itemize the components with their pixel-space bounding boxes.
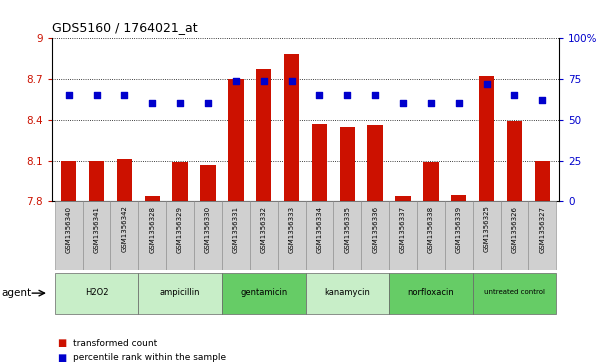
Bar xyxy=(479,76,494,201)
Text: ■: ■ xyxy=(58,338,70,348)
Bar xyxy=(529,201,556,270)
Text: kanamycin: kanamycin xyxy=(324,288,370,297)
Bar xyxy=(55,273,138,314)
Bar xyxy=(306,273,389,314)
Bar xyxy=(340,127,355,201)
Text: GSM1356332: GSM1356332 xyxy=(261,205,267,253)
Bar xyxy=(200,165,216,201)
Bar xyxy=(194,201,222,270)
Bar xyxy=(138,273,222,314)
Bar xyxy=(389,273,473,314)
Text: GSM1356325: GSM1356325 xyxy=(484,205,489,253)
Bar xyxy=(389,201,417,270)
Bar xyxy=(284,54,299,201)
Text: transformed count: transformed count xyxy=(73,339,158,347)
Text: untreated control: untreated control xyxy=(484,289,545,295)
Text: percentile rank within the sample: percentile rank within the sample xyxy=(73,353,227,362)
Bar xyxy=(423,162,439,201)
Text: GSM1356328: GSM1356328 xyxy=(149,205,155,253)
Text: agent: agent xyxy=(1,288,31,298)
Point xyxy=(287,78,296,83)
Bar xyxy=(172,162,188,201)
Point xyxy=(64,93,73,98)
Text: GSM1356338: GSM1356338 xyxy=(428,205,434,253)
Bar xyxy=(55,201,82,270)
Bar xyxy=(250,201,277,270)
Point xyxy=(203,101,213,106)
Point xyxy=(481,81,491,87)
Bar xyxy=(145,196,160,201)
Point xyxy=(92,93,101,98)
Bar xyxy=(111,201,138,270)
Text: GSM1356337: GSM1356337 xyxy=(400,205,406,253)
Bar xyxy=(361,201,389,270)
Bar xyxy=(256,69,271,201)
Text: H2O2: H2O2 xyxy=(85,288,108,297)
Text: GSM1356339: GSM1356339 xyxy=(456,205,462,253)
Point xyxy=(259,78,269,83)
Bar xyxy=(451,195,466,201)
Bar xyxy=(166,201,194,270)
Bar xyxy=(117,159,132,201)
Point xyxy=(315,93,324,98)
Bar xyxy=(473,273,556,314)
Bar xyxy=(61,161,76,201)
Bar xyxy=(395,196,411,201)
Text: ampicillin: ampicillin xyxy=(160,288,200,297)
Bar xyxy=(306,201,334,270)
Point xyxy=(370,93,380,98)
Text: GSM1356335: GSM1356335 xyxy=(344,205,350,253)
Text: GSM1356330: GSM1356330 xyxy=(205,205,211,253)
Text: GSM1356341: GSM1356341 xyxy=(93,205,100,253)
Point xyxy=(147,101,157,106)
Bar xyxy=(312,124,327,201)
Bar xyxy=(277,201,306,270)
Bar xyxy=(445,201,473,270)
Text: GSM1356334: GSM1356334 xyxy=(316,205,323,253)
Bar xyxy=(500,201,529,270)
Text: ■: ■ xyxy=(58,352,70,363)
Bar xyxy=(138,201,166,270)
Bar xyxy=(367,125,383,201)
Point xyxy=(231,78,241,83)
Point xyxy=(454,101,464,106)
Text: GSM1356333: GSM1356333 xyxy=(288,205,295,253)
Bar xyxy=(507,121,522,201)
Text: GSM1356342: GSM1356342 xyxy=(122,205,127,253)
Text: GSM1356327: GSM1356327 xyxy=(540,205,546,253)
Text: norfloxacin: norfloxacin xyxy=(408,288,454,297)
Text: GSM1356331: GSM1356331 xyxy=(233,205,239,253)
Bar xyxy=(89,161,104,201)
Point xyxy=(175,101,185,106)
Bar xyxy=(334,201,361,270)
Bar xyxy=(417,201,445,270)
Point xyxy=(120,93,130,98)
Point xyxy=(342,93,352,98)
Text: GDS5160 / 1764021_at: GDS5160 / 1764021_at xyxy=(52,21,197,34)
Point xyxy=(426,101,436,106)
Text: GSM1356329: GSM1356329 xyxy=(177,205,183,253)
Point xyxy=(538,97,547,103)
Text: GSM1356340: GSM1356340 xyxy=(65,205,71,253)
Bar xyxy=(222,273,306,314)
Point xyxy=(398,101,408,106)
Text: GSM1356336: GSM1356336 xyxy=(372,205,378,253)
Point xyxy=(510,93,519,98)
Bar xyxy=(222,201,250,270)
Bar xyxy=(535,161,550,201)
Text: gentamicin: gentamicin xyxy=(240,288,287,297)
Bar xyxy=(473,201,500,270)
Bar xyxy=(228,79,244,201)
Bar xyxy=(82,201,111,270)
Text: GSM1356326: GSM1356326 xyxy=(511,205,518,253)
